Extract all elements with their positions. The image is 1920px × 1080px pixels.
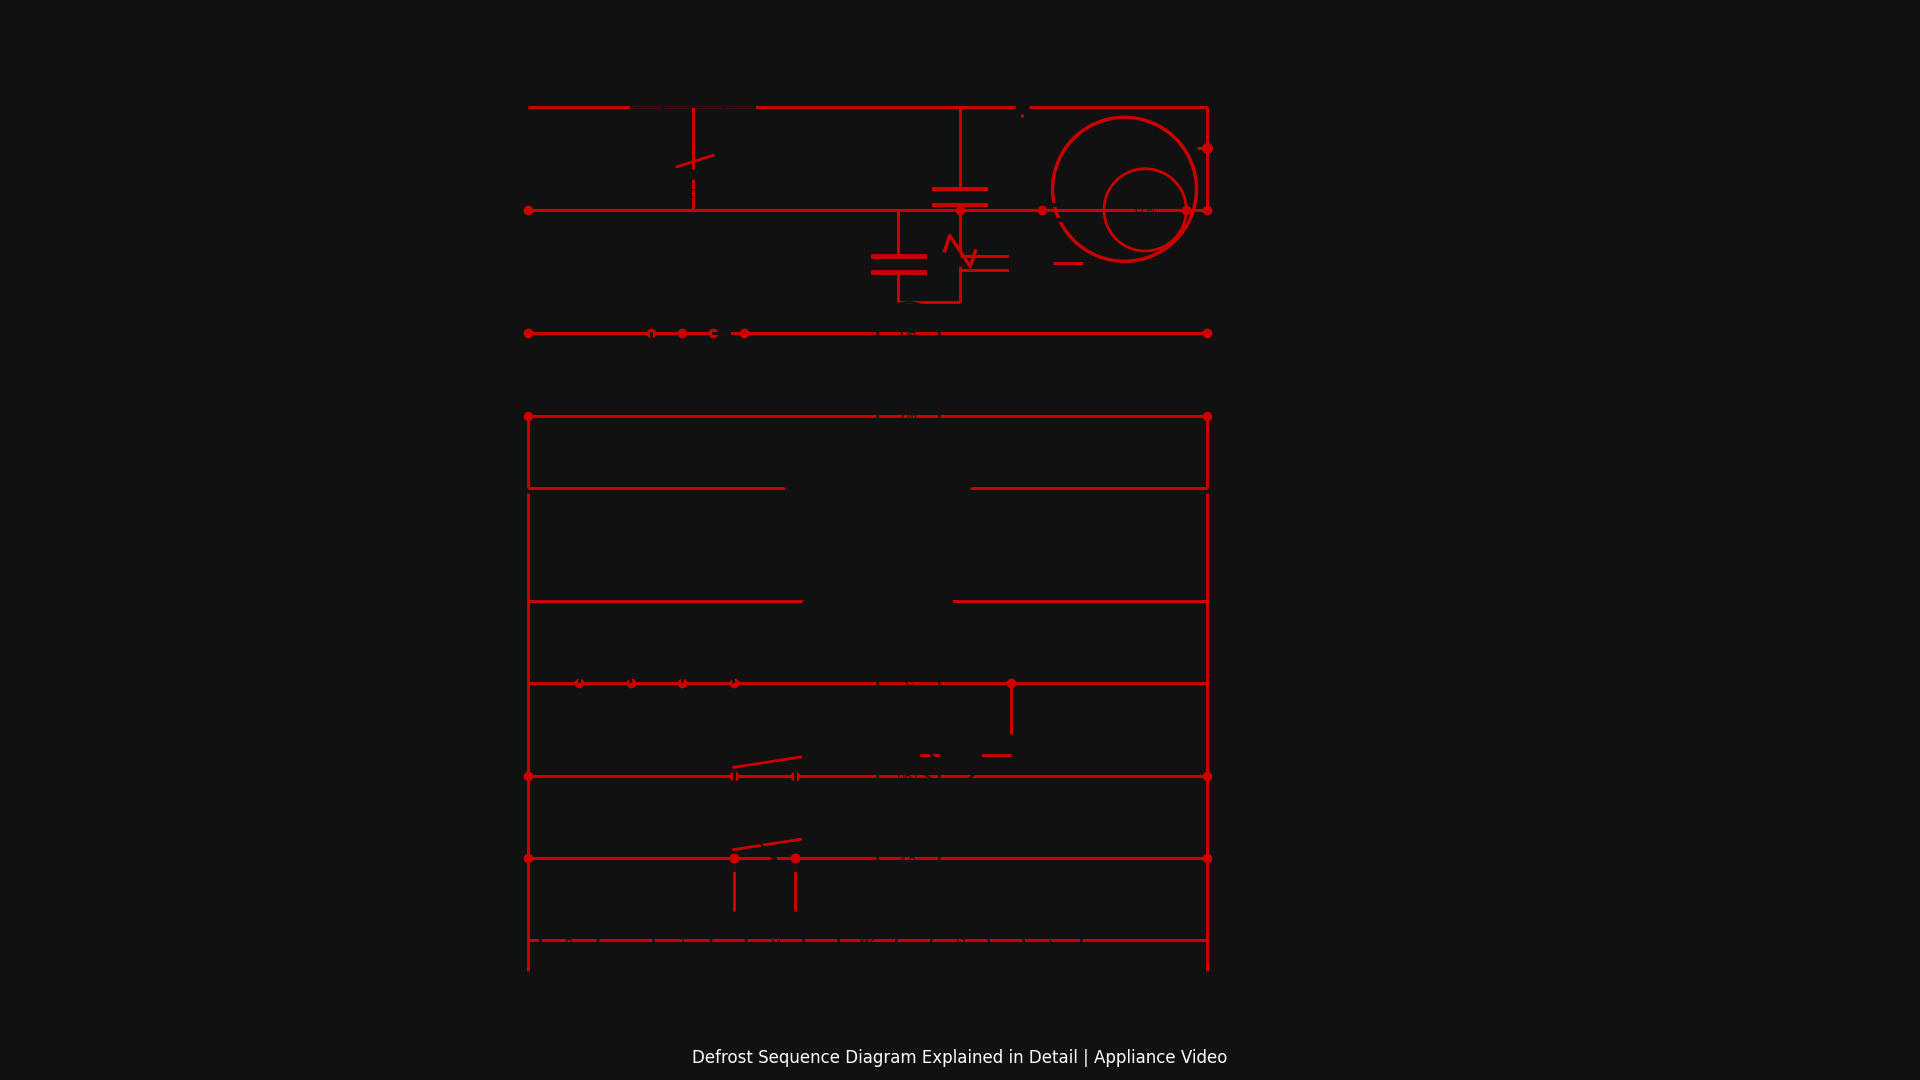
Text: W2: W2 <box>858 935 877 945</box>
Text: DR: DR <box>1269 897 1286 910</box>
Text: C: C <box>687 188 697 201</box>
Text: HR1: HR1 <box>1269 609 1294 622</box>
Text: HR1: HR1 <box>897 770 920 781</box>
Text: L2: L2 <box>1196 26 1219 44</box>
Text: CCH: CCH <box>682 71 705 81</box>
Text: G: G <box>954 933 966 946</box>
Text: Start Relay: Start Relay <box>1340 862 1409 875</box>
Text: IFR: IFR <box>900 853 918 863</box>
Text: OL: OL <box>1269 754 1284 767</box>
Text: C: C <box>1269 357 1277 370</box>
Text: SC: SC <box>1269 825 1284 838</box>
Text: High pressure switch: High pressure switch <box>1340 573 1471 586</box>
Text: HPS: HPS <box>1269 573 1294 586</box>
Text: Run capacitor: Run capacitor <box>1340 789 1427 802</box>
Text: LPS: LPS <box>1269 717 1290 730</box>
Text: HPS: HPS <box>595 647 616 658</box>
Text: Defrost relay: Defrost relay <box>1340 897 1421 910</box>
Text: Start capacitor: Start capacitor <box>1340 825 1434 838</box>
Text: C: C <box>1048 933 1056 946</box>
Text: LPS: LPS <box>699 647 718 658</box>
Text: Rev: Rev <box>939 750 960 760</box>
Text: TM: TM <box>1269 933 1286 946</box>
Text: Condenser fan motor: Condenser fan motor <box>1340 430 1473 443</box>
Text: CFM: CFM <box>1135 205 1156 215</box>
Text: CFM: CFM <box>1269 430 1296 443</box>
Text: SR: SR <box>1014 71 1029 81</box>
Text: Low pressure switch: Low pressure switch <box>1340 717 1467 730</box>
Text: SC: SC <box>935 92 950 102</box>
Text: Comp: Comp <box>1112 167 1146 180</box>
Text: DTS: DTS <box>1269 538 1294 551</box>
Text: Timer motor: Timer motor <box>1340 933 1417 946</box>
Text: RC: RC <box>1269 789 1284 802</box>
Text: HR1: HR1 <box>1269 646 1294 659</box>
Text: Heat relay 2: Heat relay 2 <box>1340 646 1417 659</box>
Text: DR 2: DR 2 <box>920 181 947 194</box>
Text: Indoor fan relay: Indoor fan relay <box>1340 681 1440 694</box>
Text: L1: L1 <box>516 26 540 44</box>
Text: C: C <box>904 676 912 689</box>
Text: Crankcase heater: Crankcase heater <box>1340 393 1452 407</box>
Text: DR1: DR1 <box>755 894 776 904</box>
Text: 240v: 240v <box>864 462 891 472</box>
Text: IFM: IFM <box>1269 681 1290 694</box>
Text: TM1: TM1 <box>732 298 756 308</box>
Text: DT: DT <box>659 379 674 390</box>
Text: DT: DT <box>1269 970 1286 983</box>
Text: Overload: Overload <box>1340 754 1398 767</box>
Text: TM: TM <box>899 409 918 422</box>
Text: Y: Y <box>678 933 685 946</box>
Text: DR: DR <box>899 327 918 340</box>
Text: RC: RC <box>1037 241 1052 251</box>
Text: O: O <box>770 933 780 946</box>
Text: Comp: Comp <box>1269 501 1306 514</box>
Text: Defrost thermostat: Defrost thermostat <box>1340 970 1459 983</box>
Text: Heat relay 1: Heat relay 1 <box>1340 609 1417 622</box>
Text: SR: SR <box>1269 862 1284 875</box>
Text: RC: RC <box>1037 185 1052 194</box>
Text: Condenser fan switch: Condenser fan switch <box>1340 465 1476 478</box>
Text: CFS: CFS <box>1269 465 1292 478</box>
Text: Defrost Sequence Diagram Explained in Detail | Appliance Video: Defrost Sequence Diagram Explained in De… <box>693 1050 1227 1067</box>
Text: CCH: CCH <box>1269 393 1296 407</box>
Text: Legend: Legend <box>1269 324 1340 342</box>
Text: C: C <box>1158 185 1164 194</box>
Text: R: R <box>1085 194 1092 204</box>
Text: 24v: 24v <box>868 616 889 626</box>
Text: Compressor: Compressor <box>1340 501 1415 514</box>
Text: OL: OL <box>1181 133 1196 143</box>
Text: DR3: DR3 <box>755 740 776 750</box>
Text: Discharge temp switch: Discharge temp switch <box>1340 538 1484 551</box>
Text: R: R <box>564 933 574 946</box>
Text: contactar: contactar <box>1340 357 1400 370</box>
Text: S: S <box>1091 153 1096 163</box>
